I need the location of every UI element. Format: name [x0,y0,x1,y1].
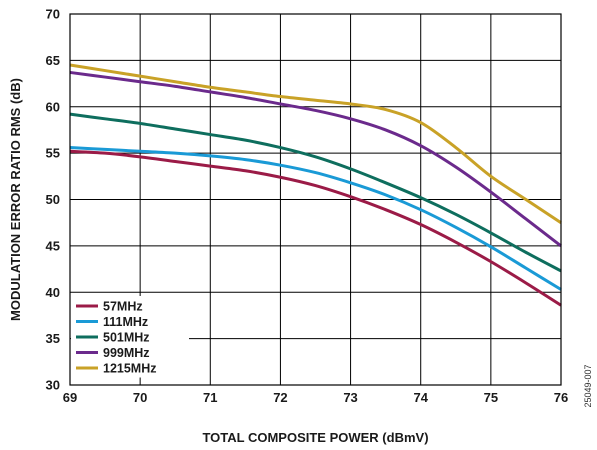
x-tick-label-70: 70 [133,390,147,405]
legend-label-111mhz: 111MHz [103,315,148,329]
series-line-999mhz [70,72,561,245]
y-tick-label-40: 40 [46,285,60,300]
y-tick-label-50: 50 [46,192,60,207]
x-tick-label-74: 74 [413,390,428,405]
series-lines [70,65,561,305]
x-tick-label-76: 76 [554,390,568,405]
y-tick-label-30: 30 [46,378,60,393]
y-tick-label-55: 55 [46,146,60,161]
y-tick-label-35: 35 [46,331,60,346]
x-tick-label-73: 73 [343,390,357,405]
legend-label-999mhz: 999MHz [103,346,150,360]
y-tick-label-60: 60 [46,99,60,114]
legend-label-501mhz: 501MHz [103,331,150,345]
legend-label-1215mhz: 1215MHz [103,362,157,376]
figure-id: 25049-007 [583,364,593,407]
x-tick-label-72: 72 [273,390,287,405]
x-tick-label-75: 75 [484,390,498,405]
legend-label-57mhz: 57MHz [103,300,143,314]
y-tick-label-65: 65 [46,53,60,68]
y-axis-label: MODULATION ERROR RATIO RMS (dB) [8,78,23,321]
x-tick-label-69: 69 [63,390,77,405]
series-line-501mhz [70,114,561,271]
y-tick-label-45: 45 [46,238,60,253]
x-axis-label: TOTAL COMPOSITE POWER (dBmV) [202,430,428,445]
x-tick-label-71: 71 [203,390,217,405]
series-line-111mhz [70,148,561,290]
y-tick-label-70: 70 [46,7,60,22]
